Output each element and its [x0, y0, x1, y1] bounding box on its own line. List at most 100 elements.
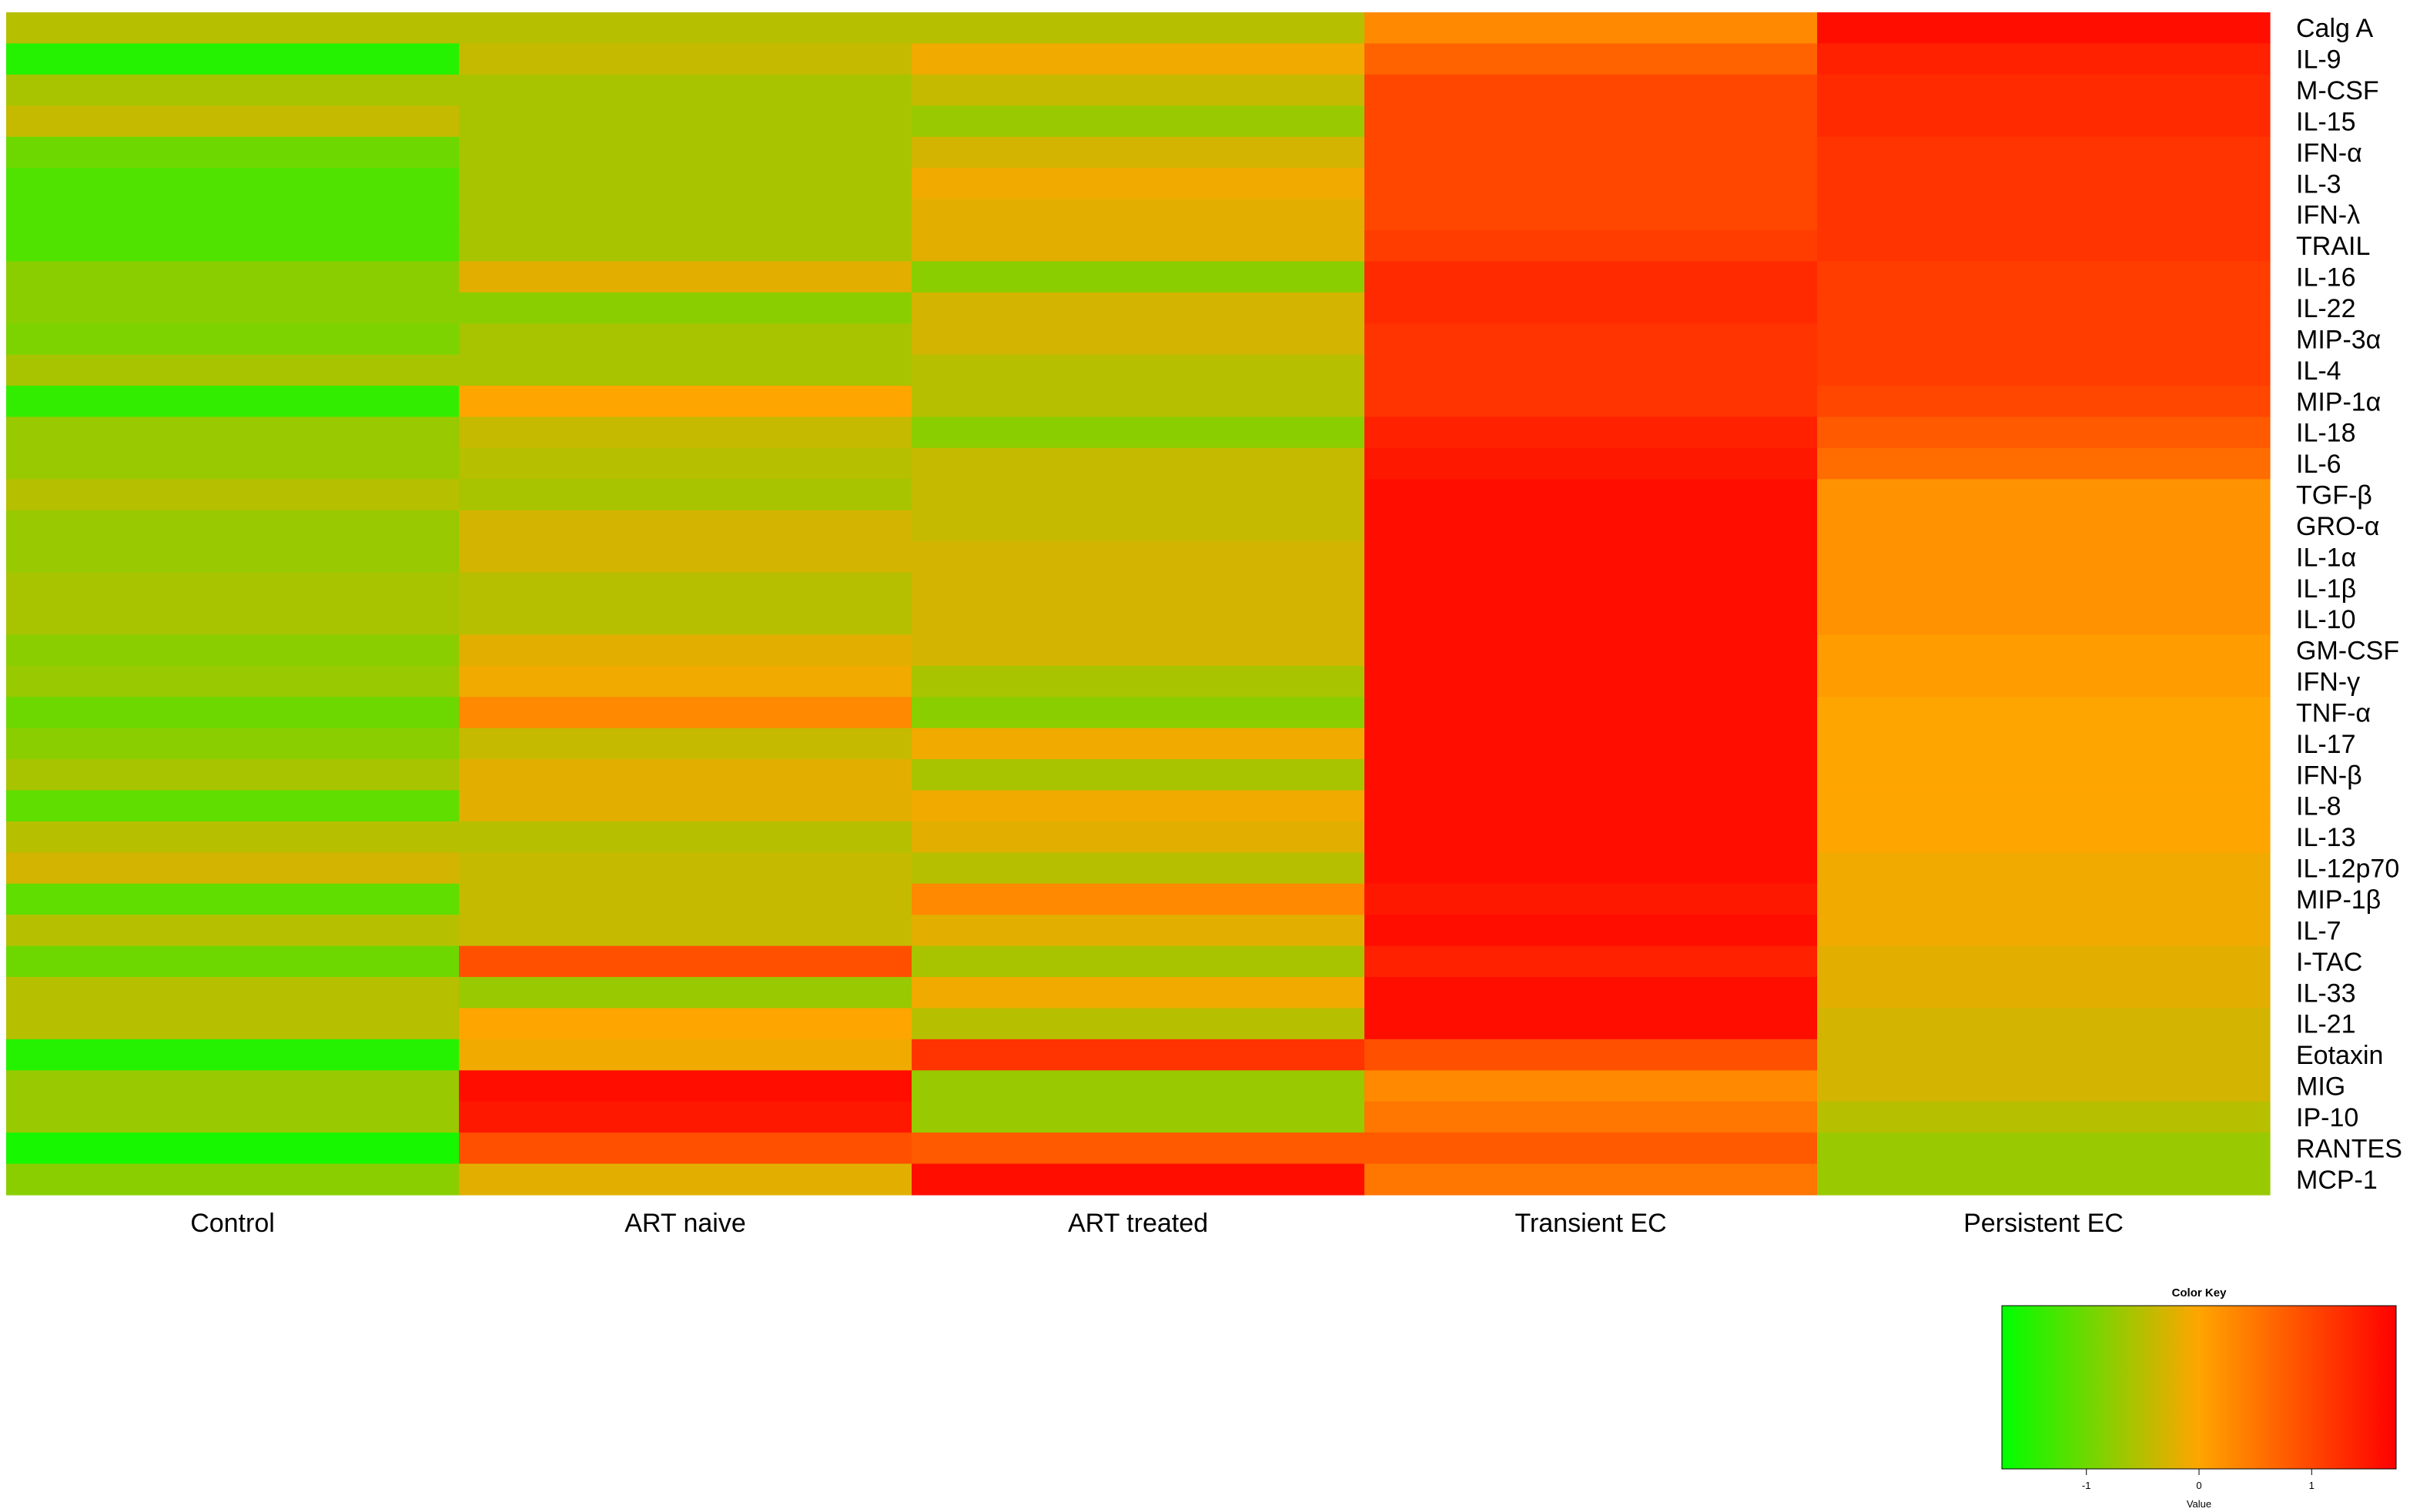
- heatmap-cell: [6, 697, 460, 729]
- heatmap-cell: [912, 354, 1365, 386]
- heatmap-cell: [6, 199, 460, 231]
- row-label: IL-7: [2296, 916, 2341, 945]
- heatmap-cell: [459, 1070, 912, 1102]
- heatmap-cell: [6, 790, 460, 822]
- heatmap-cell: [912, 1070, 1365, 1102]
- heatmap-cell: [1817, 728, 2271, 760]
- heatmap-cells: [6, 12, 2271, 1196]
- heatmap-cell: [1817, 915, 2271, 947]
- heatmap-cell: [6, 229, 460, 262]
- heatmap-cell: [459, 354, 912, 386]
- row-label: MIP-1β: [2296, 885, 2381, 915]
- heatmap-cell: [459, 883, 912, 915]
- heatmap-cell: [6, 292, 460, 324]
- heatmap-cell: [1364, 852, 1818, 885]
- heatmap-cell: [1364, 323, 1818, 356]
- heatmap-cell: [1364, 697, 1818, 729]
- heatmap-cell: [6, 883, 460, 915]
- heatmap-cell: [1364, 229, 1818, 262]
- heatmap-cell: [459, 541, 912, 574]
- heatmap-cell: [912, 510, 1365, 542]
- heatmap-cell: [6, 915, 460, 947]
- heatmap-cell: [1364, 416, 1818, 449]
- row-label: MIG: [2296, 1072, 2345, 1102]
- column-label: Transient EC: [1515, 1209, 1666, 1238]
- heatmap-cell: [1817, 229, 2271, 262]
- heatmap-cell: [6, 479, 460, 511]
- heatmap-cell: [1364, 1008, 1818, 1040]
- heatmap-cell: [459, 74, 912, 106]
- heatmap-cell: [1817, 883, 2271, 915]
- heatmap-cell: [912, 977, 1365, 1009]
- heatmap-cell: [912, 74, 1365, 106]
- heatmap-cell: [1817, 665, 2271, 697]
- heatmap-cell: [459, 447, 912, 480]
- heatmap-cell: [1817, 541, 2271, 574]
- heatmap-cell: [6, 354, 460, 386]
- row-label: GRO-α: [2296, 512, 2379, 541]
- heatmap-cell: [6, 1163, 460, 1196]
- heatmap-cell: [459, 977, 912, 1009]
- row-label: Calg A: [2296, 14, 2373, 43]
- heatmap-cell: [912, 292, 1365, 324]
- heatmap-cell: [912, 1008, 1365, 1040]
- heatmap-cell: [6, 12, 460, 45]
- heatmap-cell: [459, 604, 912, 636]
- heatmap-cell: [912, 416, 1365, 449]
- row-label: IL-6: [2296, 450, 2341, 479]
- heatmap-cell: [912, 790, 1365, 822]
- heatmap-cell: [459, 168, 912, 200]
- heatmap-cell: [6, 510, 460, 542]
- heatmap-cell: [1817, 697, 2271, 729]
- heatmap-cell: [1364, 1101, 1818, 1133]
- heatmap-cell: [6, 977, 460, 1009]
- heatmap-cell: [6, 759, 460, 791]
- heatmap-cell: [912, 229, 1365, 262]
- heatmap-cell: [912, 821, 1365, 853]
- heatmap-cell: [1817, 292, 2271, 324]
- heatmap-cell: [6, 728, 460, 760]
- heatmap-cell: [912, 852, 1365, 885]
- heatmap-cell: [1364, 510, 1818, 542]
- row-label: IL-18: [2296, 419, 2356, 448]
- color-key-tick-label: -1: [2082, 1480, 2091, 1491]
- heatmap-cell: [1364, 199, 1818, 231]
- heatmap-cell: [912, 915, 1365, 947]
- heatmap-cell: [459, 199, 912, 231]
- row-label: IL-17: [2296, 730, 2356, 759]
- row-label: IL-16: [2296, 263, 2356, 293]
- heatmap-cell: [912, 447, 1365, 480]
- heatmap-cell: [1817, 510, 2271, 542]
- row-label: IL-33: [2296, 978, 2356, 1008]
- row-label: GM-CSF: [2296, 637, 2399, 666]
- heatmap-cell: [912, 572, 1365, 604]
- heatmap-cell: [1817, 416, 2271, 449]
- row-label: MIP-1α: [2296, 387, 2381, 416]
- color-key-gradient: [2001, 1305, 2397, 1470]
- heatmap-cell: [6, 1101, 460, 1133]
- heatmap-cell: [459, 416, 912, 449]
- row-label: IP-10: [2296, 1103, 2358, 1132]
- heatmap-cell: [1817, 323, 2271, 356]
- heatmap-cell: [1364, 12, 1818, 45]
- heatmap-cell: [1364, 634, 1818, 667]
- heatmap-cell: [912, 1039, 1365, 1071]
- row-label: IL-8: [2296, 792, 2341, 821]
- heatmap-cell: [459, 1101, 912, 1133]
- heatmap-cell: [1817, 634, 2271, 667]
- heatmap-cell: [6, 1132, 460, 1165]
- row-label: TRAIL: [2296, 232, 2370, 261]
- heatmap-cell: [459, 1132, 912, 1165]
- heatmap-cell: [912, 665, 1365, 697]
- row-label: IFN-β: [2296, 761, 2362, 790]
- heatmap-cell: [912, 136, 1365, 169]
- color-key-tick-label: 1: [2309, 1480, 2315, 1491]
- column-labels: Control ART naive ART treated Transient EC P…: [190, 1209, 2124, 1238]
- heatmap-cell: [459, 915, 912, 947]
- row-label: RANTES: [2296, 1134, 2402, 1163]
- heatmap-cell: [1364, 759, 1818, 791]
- heatmap-cell: [1364, 541, 1818, 574]
- heatmap-cell: [6, 74, 460, 106]
- heatmap-cell: [6, 168, 460, 200]
